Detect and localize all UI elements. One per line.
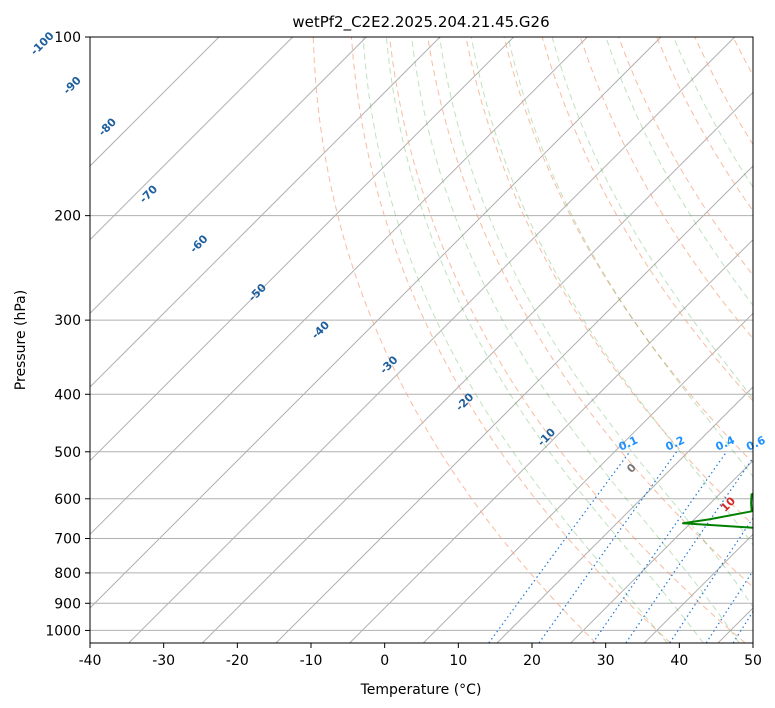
chart-title: wetPf2_C2E2.2025.204.21.45.G26 bbox=[292, 13, 549, 32]
isotherm-gridline bbox=[90, 37, 220, 167]
y-tick-label: 500 bbox=[54, 445, 81, 461]
dry-adiabat bbox=[541, 37, 753, 402]
moist-adiabat bbox=[470, 37, 753, 546]
plot-frame bbox=[89, 36, 754, 644]
moist-adiabat bbox=[761, 37, 775, 643]
dry-adiabat-label: -90 bbox=[61, 74, 84, 97]
x-tick-label: 0 bbox=[380, 653, 389, 669]
isotherm-gridline bbox=[643, 533, 753, 643]
isotherm-gridline bbox=[90, 37, 588, 536]
dry-adiabat bbox=[771, 37, 775, 643]
x-tick-label: 20 bbox=[523, 653, 541, 669]
x-tick-label: -20 bbox=[226, 653, 249, 669]
mixing-ratio-lines bbox=[488, 451, 753, 643]
isotherm-gridline bbox=[570, 459, 753, 643]
moist-adiabat bbox=[439, 37, 753, 609]
isotherm-gridline bbox=[90, 37, 662, 609]
isotherm-gridline bbox=[496, 386, 753, 643]
isotherm-gridline bbox=[90, 37, 515, 462]
dry-adiabat bbox=[503, 37, 753, 464]
y-axis-label: Pressure (hPa) bbox=[13, 290, 29, 390]
x-tick-label: -10 bbox=[300, 653, 323, 669]
moist-adiabats bbox=[362, 37, 775, 643]
moist-adiabat bbox=[411, 37, 740, 643]
grid-lines bbox=[90, 37, 753, 643]
moist-adiabat bbox=[605, 37, 753, 307]
dry-adiabat bbox=[427, 37, 753, 588]
y-tick-label: 900 bbox=[54, 596, 81, 612]
mixing-ratio-line bbox=[669, 516, 753, 643]
isotherm-gridline bbox=[349, 238, 753, 643]
x-tick-label: 50 bbox=[744, 653, 762, 669]
moist-adiabat bbox=[362, 37, 668, 643]
x-tick-label: -30 bbox=[152, 653, 175, 669]
mixing-ratio-line bbox=[592, 451, 728, 643]
y-tick-label: 300 bbox=[54, 313, 81, 329]
isotherm-gridline bbox=[275, 165, 753, 643]
mixing-ratio-line bbox=[625, 456, 753, 643]
isotherm-gridline bbox=[201, 91, 753, 643]
moist-adiabat bbox=[385, 37, 704, 643]
x-tick-label: 30 bbox=[597, 653, 615, 669]
dry-adiabat bbox=[579, 37, 753, 340]
isotherm-gridline bbox=[90, 37, 367, 315]
y-tick-label: 100 bbox=[54, 30, 81, 46]
mixing-ratio-line bbox=[705, 569, 753, 643]
moist-adiabat bbox=[507, 37, 753, 478]
dry-adiabat bbox=[312, 37, 597, 643]
x-axis-label: Temperature (°C) bbox=[360, 682, 482, 698]
y-tick-label: 200 bbox=[54, 209, 81, 225]
x-axis: -40 -30 -20 -10 0 10 20 30 40 50 bbox=[79, 643, 762, 669]
x-tick-label: -40 bbox=[79, 653, 102, 669]
dry-adiabat bbox=[350, 37, 671, 643]
y-tick-label: 600 bbox=[54, 492, 81, 508]
isotherm-gridline bbox=[422, 312, 753, 643]
isotherm-gridline bbox=[128, 37, 736, 643]
x-tick-label: 10 bbox=[449, 653, 467, 669]
y-axis: 100 200 300 400 500 600 700 800 900 1000 bbox=[45, 30, 90, 639]
plot-area bbox=[90, 37, 753, 643]
x-tick-label: 40 bbox=[670, 653, 688, 669]
y-tick-label: 800 bbox=[54, 566, 81, 582]
y-tick-label: 1000 bbox=[45, 623, 81, 639]
isotherm-gridline bbox=[90, 37, 441, 388]
moist-adiabat bbox=[551, 37, 753, 400]
y-tick-label: 400 bbox=[54, 387, 81, 403]
y-tick-label: 700 bbox=[54, 532, 81, 548]
isotherm-gridline bbox=[90, 37, 294, 241]
dry-adiabat-label: -100 bbox=[28, 29, 57, 58]
mixing-ratio-line bbox=[732, 610, 753, 643]
